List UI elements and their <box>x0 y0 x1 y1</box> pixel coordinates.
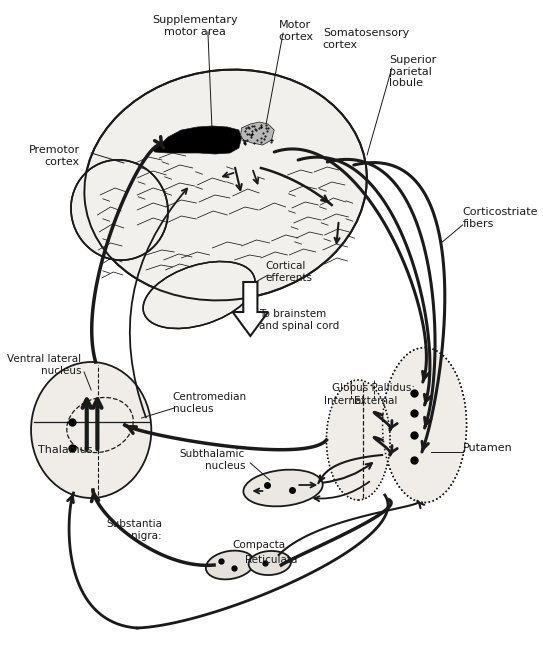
Polygon shape <box>153 126 242 154</box>
Ellipse shape <box>143 261 255 328</box>
Text: Somatosensory
cortex: Somatosensory cortex <box>323 28 409 50</box>
Text: Superior
parietal
lobule: Superior parietal lobule <box>389 55 437 88</box>
Ellipse shape <box>84 70 367 300</box>
Text: Substantia
nigra:: Substantia nigra: <box>106 519 162 541</box>
Ellipse shape <box>243 469 323 507</box>
Text: Centromedian
nucleus: Centromedian nucleus <box>173 392 247 414</box>
Text: Subthalamic
nucleus: Subthalamic nucleus <box>180 450 245 471</box>
Circle shape <box>31 362 151 498</box>
Text: To brainstem
and spinal cord: To brainstem and spinal cord <box>259 309 339 331</box>
Polygon shape <box>232 282 268 336</box>
Text: Reticulata: Reticulata <box>245 555 298 565</box>
Text: Internal: Internal <box>324 396 364 406</box>
Text: Putamen: Putamen <box>463 443 513 453</box>
Ellipse shape <box>326 380 390 500</box>
Text: Globus Pallidus:: Globus Pallidus: <box>332 383 415 393</box>
Text: Cortical
efferents: Cortical efferents <box>266 261 312 283</box>
Text: Motor
cortex: Motor cortex <box>279 20 314 42</box>
Text: Premotor
cortex: Premotor cortex <box>29 145 80 166</box>
Text: Ventral lateral
nucleus: Ventral lateral nucleus <box>7 354 81 376</box>
Text: Corticostriate
fibers: Corticostriate fibers <box>463 208 538 229</box>
Text: External: External <box>354 396 397 406</box>
Ellipse shape <box>206 550 254 579</box>
Text: Compacta: Compacta <box>232 540 286 550</box>
Text: Thalamus: Thalamus <box>38 445 93 455</box>
Ellipse shape <box>383 347 466 503</box>
Text: Supplementary
motor area: Supplementary motor area <box>152 15 237 36</box>
Polygon shape <box>241 122 274 145</box>
Ellipse shape <box>249 551 291 575</box>
Ellipse shape <box>71 160 168 260</box>
